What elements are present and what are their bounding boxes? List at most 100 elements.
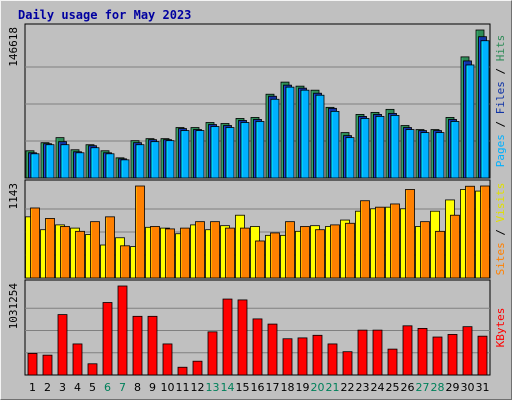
bar-sites-day-31 xyxy=(480,185,490,279)
bar-kbytes-day-26 xyxy=(402,325,413,376)
bar-pages-day-3 xyxy=(60,144,70,179)
bar-pages-day-23-face xyxy=(360,118,370,179)
panel-2-max-label: 1143 xyxy=(7,183,20,210)
day-label-11: 11 xyxy=(176,381,190,394)
day-label-12: 12 xyxy=(191,381,205,394)
panel-2: 1143 Sites / Visits xyxy=(7,179,507,279)
panel-3: 1031254 KBytes xyxy=(7,279,507,376)
legend-part-1-5: Hits xyxy=(494,35,507,62)
bar-kbytes-day-5-face xyxy=(87,363,98,376)
bar-sites-day-19-face xyxy=(300,226,310,279)
day-label-27: 27 xyxy=(416,381,430,394)
bar-pages-day-2-face xyxy=(45,144,55,179)
bar-kbytes-day-30-face xyxy=(462,326,473,376)
bar-pages-day-25 xyxy=(390,115,400,179)
day-label-30: 30 xyxy=(461,381,475,394)
bar-pages-day-23 xyxy=(360,118,370,179)
bar-kbytes-day-19 xyxy=(297,337,308,376)
bar-pages-day-27 xyxy=(420,132,430,179)
bar-sites-day-20-face xyxy=(315,229,325,279)
day-label-15: 15 xyxy=(236,381,250,394)
day-label-16: 16 xyxy=(251,381,265,394)
bar-sites-day-12-face xyxy=(195,221,205,279)
bar-sites-day-27-face xyxy=(420,221,430,279)
bar-kbytes-day-24-face xyxy=(372,329,383,376)
bar-pages-day-16-face xyxy=(255,121,265,179)
legend-part-1-2: / xyxy=(494,114,507,134)
bar-kbytes-day-5 xyxy=(87,363,98,376)
bar-pages-day-4 xyxy=(75,152,85,179)
bar-sites-day-17 xyxy=(270,232,280,279)
bar-sites-day-12 xyxy=(195,221,205,279)
day-label-10: 10 xyxy=(161,381,175,394)
panel-1-max-label: 146618 xyxy=(7,27,20,67)
bar-kbytes-day-17-face xyxy=(267,323,278,376)
day-label-13: 13 xyxy=(206,381,220,394)
bar-sites-day-10-face xyxy=(165,228,175,279)
bar-sites-day-10 xyxy=(165,228,175,279)
bar-pages-day-1-face xyxy=(30,153,40,179)
bar-sites-day-14 xyxy=(225,227,235,279)
legend-part-1-4: / xyxy=(494,61,507,81)
bar-kbytes-day-11-face xyxy=(177,366,188,376)
bar-kbytes-day-3-face xyxy=(57,314,68,376)
bar-pages-day-24 xyxy=(375,116,385,179)
bar-kbytes-day-14 xyxy=(222,298,233,376)
bar-pages-day-12 xyxy=(195,130,205,179)
bar-kbytes-day-2 xyxy=(42,354,53,376)
day-label-22: 22 xyxy=(341,381,355,394)
bar-kbytes-day-18 xyxy=(282,338,293,376)
bar-kbytes-day-8-face xyxy=(132,315,143,376)
bar-kbytes-day-16-face xyxy=(252,318,263,376)
bar-sites-day-4-face xyxy=(75,230,85,279)
bar-pages-day-22 xyxy=(345,137,355,179)
day-label-4: 4 xyxy=(74,381,81,394)
day-label-26: 26 xyxy=(401,381,415,394)
bar-sites-day-19 xyxy=(300,226,310,279)
bar-sites-day-23-face xyxy=(360,200,370,279)
bar-pages-day-21 xyxy=(330,110,340,179)
bar-pages-day-5 xyxy=(90,147,100,179)
day-label-29: 29 xyxy=(446,381,460,394)
bar-sites-day-18 xyxy=(285,221,295,279)
bar-sites-day-3-face xyxy=(60,226,70,279)
day-label-14: 14 xyxy=(221,381,235,394)
bar-pages-day-26 xyxy=(405,129,415,179)
bar-kbytes-day-27 xyxy=(417,327,428,376)
day-label-24: 24 xyxy=(371,381,385,394)
bar-pages-day-30-face xyxy=(465,64,475,179)
bar-kbytes-day-27-face xyxy=(417,327,428,376)
bar-pages-day-18-face xyxy=(285,86,295,179)
bar-sites-day-13 xyxy=(210,221,220,279)
bar-sites-day-25 xyxy=(390,203,400,279)
day-axis: 1 2 3 4 5 6 7 8 9 10 11 12 13 14 15 16 17 18 19 20 21 22 23 24 2… xyxy=(29,381,490,394)
bar-pages-day-15 xyxy=(240,122,250,179)
bar-pages-day-29-face xyxy=(450,121,460,179)
bar-pages-day-6-face xyxy=(105,153,115,179)
day-label-25: 25 xyxy=(386,381,400,394)
bar-pages-day-7 xyxy=(120,159,130,179)
bar-kbytes-day-6 xyxy=(102,302,113,376)
bar-sites-day-8-face xyxy=(135,185,145,279)
panel-1: 146618 Pages / Files / Hits xyxy=(7,23,507,179)
bar-pages-day-2 xyxy=(45,144,55,179)
bar-sites-day-24-face xyxy=(375,206,385,279)
bar-sites-day-8 xyxy=(135,185,145,279)
bar-pages-day-9 xyxy=(150,141,160,179)
bar-kbytes-day-29-face xyxy=(447,334,458,376)
bar-kbytes-day-2-face xyxy=(42,354,53,376)
bar-sites-day-31-face xyxy=(480,185,490,279)
bar-sites-day-1-face xyxy=(30,207,40,279)
bar-pages-day-26-face xyxy=(405,129,415,179)
bar-sites-day-28 xyxy=(435,230,445,279)
bar-kbytes-day-30 xyxy=(462,326,473,376)
bar-kbytes-day-28-face xyxy=(432,336,443,376)
bar-kbytes-day-21 xyxy=(327,343,338,376)
bar-pages-day-15-face xyxy=(240,122,250,179)
bar-kbytes-day-11 xyxy=(177,366,188,376)
bar-sites-day-4 xyxy=(75,230,85,279)
bar-kbytes-day-31 xyxy=(477,335,488,376)
bar-kbytes-day-17 xyxy=(267,323,278,376)
bar-kbytes-day-10-face xyxy=(162,343,173,376)
legend-part-2-3: Visits xyxy=(494,183,507,223)
